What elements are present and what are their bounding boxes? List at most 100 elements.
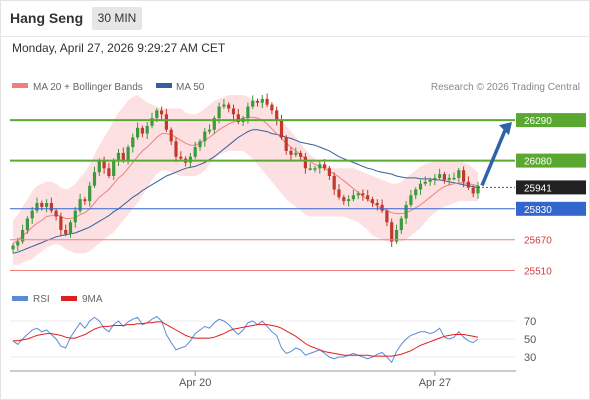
candle bbox=[442, 171, 446, 184]
candle bbox=[409, 189, 413, 208]
ma50-legend-label: MA 50 bbox=[176, 82, 205, 93]
candle bbox=[222, 99, 226, 109]
candle bbox=[299, 150, 303, 161]
candle bbox=[203, 127, 207, 147]
candle bbox=[366, 189, 370, 202]
rsi-ma-legend-label: 9MA bbox=[82, 294, 103, 305]
candle bbox=[370, 196, 375, 207]
x-axis: Apr 20 Apr 27 bbox=[179, 371, 451, 389]
level-label: 25510 bbox=[524, 267, 552, 278]
candle bbox=[116, 149, 121, 166]
candle bbox=[21, 224, 25, 244]
candle bbox=[260, 95, 264, 109]
candle bbox=[390, 218, 394, 247]
candle bbox=[433, 174, 437, 186]
candle bbox=[131, 133, 135, 153]
level-label-box bbox=[516, 113, 586, 128]
chart-header: Hang Seng 30 MIN bbox=[0, 0, 590, 36]
candle bbox=[294, 147, 298, 158]
candle bbox=[54, 208, 58, 221]
candle bbox=[255, 98, 260, 107]
ma20-legend-label: MA 20 + Bollinger Bands bbox=[33, 82, 143, 93]
rsi-panel: 70 50 30 bbox=[10, 315, 536, 364]
candle bbox=[418, 179, 423, 195]
header-divider bbox=[0, 36, 590, 37]
level-label: 25941 bbox=[524, 183, 552, 194]
candle bbox=[49, 197, 53, 214]
level-label: 25830 bbox=[524, 205, 552, 216]
candle bbox=[308, 162, 312, 171]
candle bbox=[447, 174, 451, 186]
candle bbox=[270, 102, 274, 115]
forecast-arrow-shaft bbox=[480, 127, 508, 187]
candle bbox=[428, 177, 432, 186]
candle bbox=[471, 185, 475, 198]
candle bbox=[423, 176, 427, 186]
candle bbox=[251, 95, 255, 109]
ma20-line bbox=[12, 116, 479, 244]
candle bbox=[385, 208, 389, 227]
candle bbox=[35, 197, 39, 214]
candle bbox=[394, 224, 399, 244]
level-label: 26080 bbox=[524, 157, 552, 168]
candle bbox=[342, 194, 346, 205]
candle bbox=[107, 162, 111, 179]
candle bbox=[265, 93, 269, 107]
candle bbox=[112, 158, 116, 180]
candle bbox=[207, 124, 212, 134]
rsi-legend-label: RSI bbox=[33, 294, 50, 305]
rsi-ma-legend-swatch bbox=[61, 296, 77, 301]
candle bbox=[284, 135, 288, 155]
level-label: 26290 bbox=[524, 116, 552, 127]
level-label-box bbox=[516, 180, 586, 195]
candle bbox=[452, 172, 456, 181]
candle bbox=[462, 166, 466, 188]
candle bbox=[59, 212, 63, 236]
candle bbox=[30, 206, 34, 224]
candle bbox=[361, 189, 365, 201]
candle bbox=[404, 201, 408, 224]
level-label-box bbox=[516, 153, 586, 168]
candle bbox=[25, 216, 29, 234]
candle bbox=[45, 199, 49, 213]
candle bbox=[327, 166, 331, 180]
candle bbox=[193, 141, 197, 159]
candle bbox=[83, 196, 87, 205]
candle bbox=[174, 137, 178, 163]
research-credit: Research © 2026 Trading Central bbox=[431, 82, 580, 93]
candle bbox=[78, 193, 82, 214]
rsi-tick-label: 50 bbox=[524, 334, 536, 346]
candle bbox=[68, 220, 73, 238]
rsi-legend-swatch bbox=[12, 296, 28, 301]
candle bbox=[102, 156, 106, 174]
candle bbox=[332, 172, 336, 195]
candle bbox=[136, 122, 140, 140]
candle bbox=[179, 151, 183, 161]
level-label: 25670 bbox=[524, 236, 552, 247]
candle bbox=[466, 176, 470, 190]
candle bbox=[169, 127, 173, 146]
ma50-legend-swatch bbox=[156, 83, 172, 88]
candle bbox=[303, 152, 307, 174]
candle bbox=[337, 184, 341, 200]
forecast-arrow-head bbox=[499, 122, 512, 136]
candle bbox=[275, 106, 279, 126]
ma20-legend-swatch bbox=[12, 83, 28, 88]
x-tick-label: Apr 27 bbox=[419, 377, 451, 389]
candle bbox=[145, 122, 149, 139]
candle bbox=[279, 114, 284, 140]
candle bbox=[160, 106, 164, 120]
candle bbox=[414, 187, 418, 200]
rsi-ma-line bbox=[13, 321, 479, 357]
price-chart bbox=[11, 93, 480, 265]
candle bbox=[231, 104, 236, 120]
candle bbox=[380, 199, 384, 214]
candle bbox=[198, 139, 202, 151]
level-label-box bbox=[516, 201, 586, 216]
timeframe-badge[interactable]: 30 MIN bbox=[92, 7, 142, 30]
candle bbox=[227, 102, 231, 113]
candle bbox=[476, 181, 480, 199]
candle bbox=[438, 168, 442, 181]
candle bbox=[212, 115, 216, 134]
